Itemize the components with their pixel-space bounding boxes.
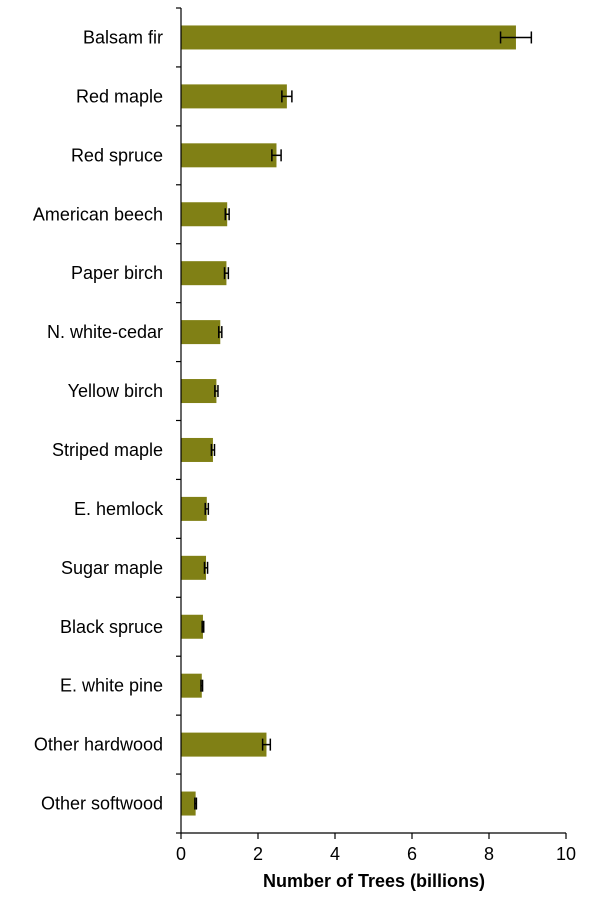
category-label: E. white pine bbox=[60, 676, 163, 696]
bar bbox=[181, 379, 217, 404]
bar bbox=[181, 202, 228, 227]
x-tick-label: 2 bbox=[253, 844, 263, 864]
x-axis-title: Number of Trees (billions) bbox=[263, 871, 485, 891]
bar bbox=[181, 496, 207, 521]
category-label: Red maple bbox=[76, 86, 163, 106]
bar bbox=[181, 320, 221, 345]
category-label: Sugar maple bbox=[61, 558, 163, 578]
x-tick-label: 0 bbox=[176, 844, 186, 864]
category-label: Other softwood bbox=[41, 794, 163, 814]
x-tick-label: 10 bbox=[556, 844, 576, 864]
bar bbox=[181, 84, 287, 109]
bar bbox=[181, 791, 196, 816]
x-tick-label: 4 bbox=[330, 844, 340, 864]
category-label: Other hardwood bbox=[34, 735, 163, 755]
bar bbox=[181, 555, 207, 580]
x-tick-label: 8 bbox=[484, 844, 494, 864]
bar bbox=[181, 614, 203, 639]
error-bars bbox=[194, 31, 533, 810]
category-label: Yellow birch bbox=[68, 381, 163, 401]
bar bbox=[181, 25, 516, 50]
bar bbox=[181, 143, 277, 168]
category-label: N. white-cedar bbox=[47, 322, 163, 342]
category-label: Paper birch bbox=[71, 263, 163, 283]
category-label: Black spruce bbox=[60, 617, 163, 637]
x-tick-label: 6 bbox=[407, 844, 417, 864]
category-label: American beech bbox=[33, 204, 163, 224]
bar bbox=[181, 673, 202, 698]
bar bbox=[181, 261, 227, 286]
x-axis-ticks: 0 2 4 6 8 10 bbox=[176, 833, 576, 864]
category-label: E. hemlock bbox=[74, 499, 164, 519]
category-label: Red spruce bbox=[71, 145, 163, 165]
category-labels: Balsam fir Red maple Red spruce American be… bbox=[33, 27, 164, 813]
y-axis-ticks bbox=[176, 7, 181, 834]
category-label: Balsam fir bbox=[83, 27, 163, 47]
bar bbox=[181, 437, 213, 462]
bars bbox=[181, 25, 516, 816]
category-label: Striped maple bbox=[52, 440, 163, 460]
bar bbox=[181, 732, 267, 757]
